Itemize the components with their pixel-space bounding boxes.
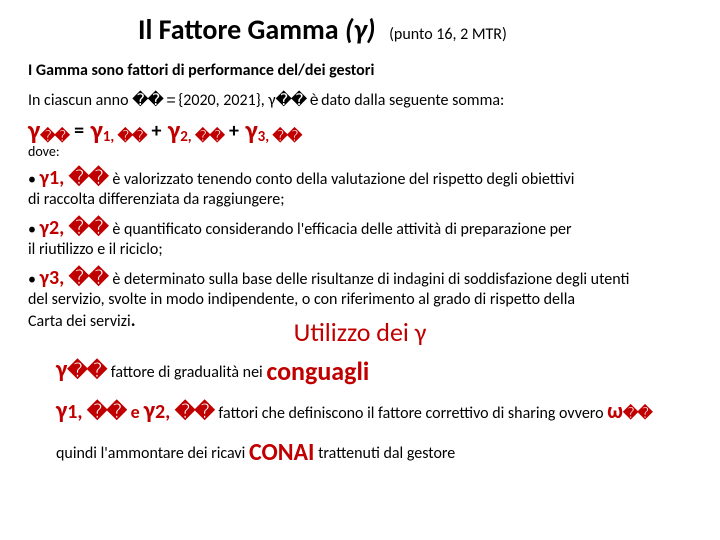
usage-block: γ�� fattore di gradualità nei conguagli … xyxy=(56,352,692,471)
conai-word: CONAI xyxy=(249,438,315,467)
intro-line: I Gamma sono fattori di performance del/… xyxy=(28,61,692,81)
conguagli-word: conguagli xyxy=(266,355,369,387)
title-note: (punto 16, 2 MTR) xyxy=(389,25,507,44)
omega-symbol: ω xyxy=(607,397,623,424)
usage-row-1: γ�� fattore di gradualità nei conguagli xyxy=(56,352,692,391)
bullet-1: • γ1, �� è valorizzato tenendo conto del… xyxy=(28,166,692,210)
page-title: Il Fattore Gamma (γ) xyxy=(138,12,375,47)
dove-label: dove: xyxy=(28,143,692,160)
year-line: In ciascun anno �� = {2020, 2021}, γ�� è… xyxy=(28,91,692,111)
usage-row-2: γ1, �� e γ2, �� fattori che definiscono … xyxy=(56,393,692,429)
formula: γ�� = γ1, �� + γ2, �� + γ3, �� xyxy=(28,117,692,145)
usage-row-3: quindi l'ammontare dei ricavi CONAI trat… xyxy=(56,435,692,471)
title-row: Il Fattore Gamma (γ) (punto 16, 2 MTR) xyxy=(28,12,692,47)
bullet-2: • γ2, �� è quantificato considerando l'e… xyxy=(28,216,692,260)
